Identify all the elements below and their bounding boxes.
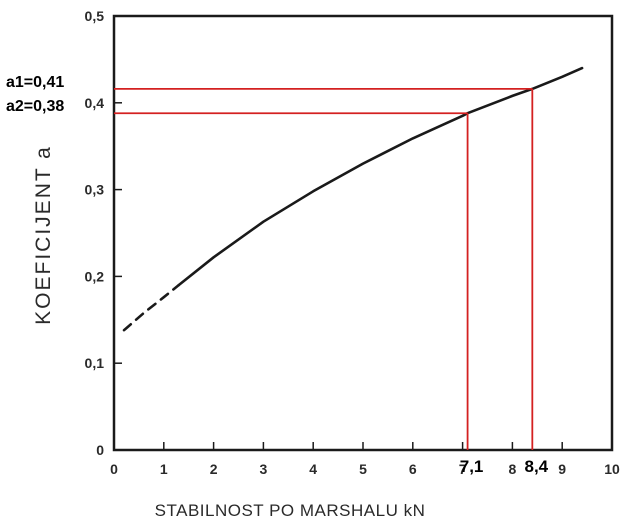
- y-tick-label: 0,4: [85, 95, 105, 111]
- x-tick-label: 5: [359, 461, 367, 477]
- y-axis-label: KOEFICIJENT a: [32, 145, 55, 325]
- curve-series-solid: [177, 66, 584, 287]
- x-tick-label: 7: [459, 461, 467, 477]
- y-tick-label: 0,3: [85, 182, 105, 198]
- curve-series-dashed: [122, 283, 180, 332]
- x-axis-ticks: 0 1 2 3 4 5 6 7 8 9 10: [110, 442, 620, 477]
- x-tick-label: 1: [160, 461, 168, 477]
- series-layer: [122, 66, 584, 332]
- x-tick-label: 3: [260, 461, 268, 477]
- annotation-label: a2=0,38: [6, 98, 64, 115]
- annotation-label: a1=0,41: [6, 74, 64, 91]
- y-tick-label: 0,1: [85, 355, 105, 371]
- x-marker-label: 8,4: [524, 457, 548, 476]
- y-tick-label: 0,2: [85, 268, 105, 284]
- y-axis-ticks: 0 0,1 0,2 0,3 0,4 0,5: [85, 8, 122, 458]
- plot-frame: [112, 14, 614, 452]
- y-tick-label: 0: [96, 442, 104, 458]
- x-tick-label: 6: [409, 461, 417, 477]
- x-tick-label: 4: [309, 461, 317, 477]
- x-tick-label: 8: [509, 461, 517, 477]
- x-axis-label: STABILNOST PO MARSHALU kN: [155, 501, 426, 520]
- x-marker-label: 7,1: [460, 457, 484, 476]
- annotation-labels: a1=0,41 a2=0,38 7,1 8,4: [6, 74, 549, 476]
- guide-lines: [114, 88, 534, 450]
- x-tick-label: 0: [110, 461, 118, 477]
- x-tick-label: 2: [210, 461, 218, 477]
- y-tick-label: 0,5: [85, 8, 105, 24]
- x-tick-label: 10: [604, 461, 620, 477]
- x-tick-label: 9: [558, 461, 566, 477]
